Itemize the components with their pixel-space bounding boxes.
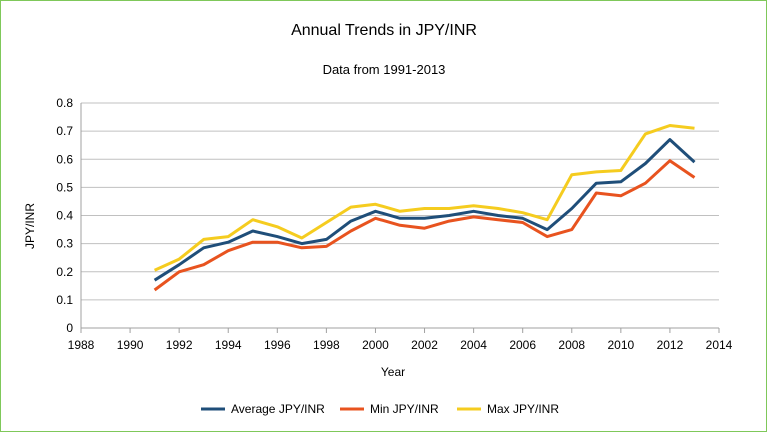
series-lines bbox=[153, 124, 696, 292]
x-tick-label: 1988 bbox=[68, 338, 95, 352]
x-tick-label: 2006 bbox=[509, 338, 536, 352]
y-axis-label: JPY/INR bbox=[23, 203, 37, 249]
legend-label: Average JPY/INR bbox=[231, 402, 325, 416]
series-line-2 bbox=[153, 159, 696, 292]
x-tick-label: 2014 bbox=[706, 338, 733, 352]
y-tick-label: 0.4 bbox=[56, 209, 73, 223]
y-tick-label: 0.1 bbox=[56, 293, 73, 307]
x-tick-label: 2004 bbox=[460, 338, 487, 352]
legend-label: Min JPY/INR bbox=[370, 402, 439, 416]
y-tick-label: 0.8 bbox=[56, 96, 73, 110]
x-tick-label: 1994 bbox=[215, 338, 242, 352]
y-tick-label: 0.7 bbox=[56, 124, 73, 138]
series-line-3 bbox=[153, 124, 695, 272]
x-tick-label: 1996 bbox=[264, 338, 291, 352]
axes: 0 0.1 0.2 0.3 0.4 0.5 0.6 0.7 0.8 1988 1990 1992 199… bbox=[56, 96, 732, 352]
x-tick-label: 2012 bbox=[657, 338, 684, 352]
y-tick-label: 0 bbox=[66, 321, 73, 335]
y-tick-label: 0.3 bbox=[56, 237, 73, 251]
chart-subtitle: Data from 1991-2013 bbox=[323, 62, 446, 77]
x-tick-label: 2000 bbox=[362, 338, 389, 352]
chart-title: Annual Trends in JPY/INR bbox=[291, 22, 477, 39]
x-tick-label: 1990 bbox=[117, 338, 144, 352]
series-line-1 bbox=[153, 138, 696, 282]
y-tick-label: 0.5 bbox=[56, 180, 73, 194]
x-tick-label: 1998 bbox=[313, 338, 340, 352]
x-tick-label: 1992 bbox=[166, 338, 193, 352]
x-axis-label: Year bbox=[381, 365, 405, 379]
legend-label: Max JPY/INR bbox=[487, 402, 559, 416]
gridlines bbox=[81, 102, 719, 329]
y-tick-label: 0.2 bbox=[56, 265, 73, 279]
x-tick-label: 2010 bbox=[607, 338, 634, 352]
x-tick-label: 2008 bbox=[558, 338, 585, 352]
y-tick-label: 0.6 bbox=[56, 152, 73, 166]
x-tick-label: 2002 bbox=[411, 338, 438, 352]
legend: Average JPY/INR Min JPY/INR Max JPY/INR bbox=[201, 402, 559, 416]
